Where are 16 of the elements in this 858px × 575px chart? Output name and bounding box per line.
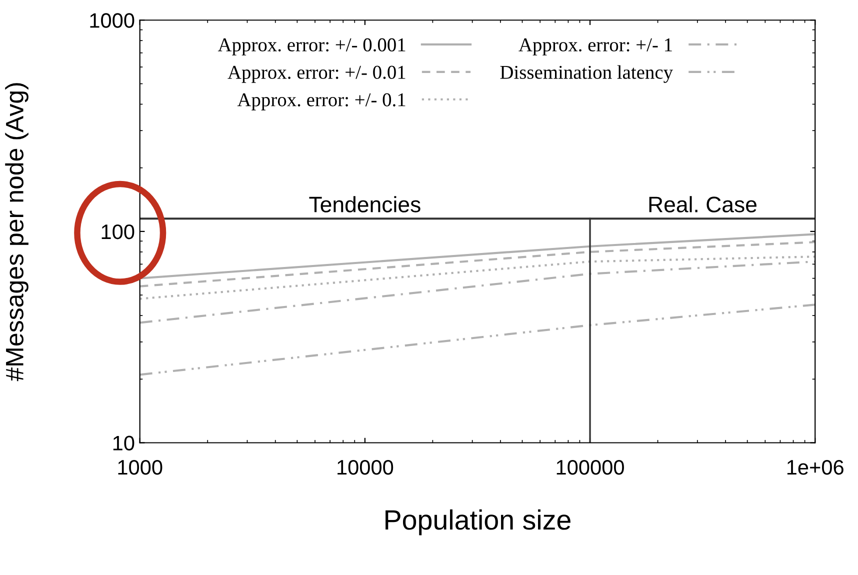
x-tick-label: 1000 — [118, 460, 162, 475]
y-axis-title: #Messages per node (Avg) — [5, 83, 28, 382]
x-axis-title: Population size — [386, 509, 570, 536]
legend-label: Approx. error: +/- 0.1 — [237, 93, 406, 110]
legend-label: Dissemination latency — [500, 65, 673, 83]
legend-label: Approx. error: +/- 0.01 — [228, 66, 406, 83]
y-tick-label: 100 — [102, 224, 134, 240]
legend-label: Approx. error: +/- 1 — [518, 38, 672, 56]
y-tick-label: 10 — [113, 436, 134, 451]
x-tick-label: 1e+06 — [787, 460, 844, 475]
x-tick-label: 100000 — [556, 460, 624, 475]
y-tick-label: 1000 — [90, 13, 134, 28]
legend-label: Approx. error: +/- 0.001 — [218, 38, 406, 56]
x-tick-label: 10000 — [338, 460, 394, 475]
annotation: Tendencies — [309, 196, 420, 212]
annotation: Real. Case — [649, 196, 756, 212]
